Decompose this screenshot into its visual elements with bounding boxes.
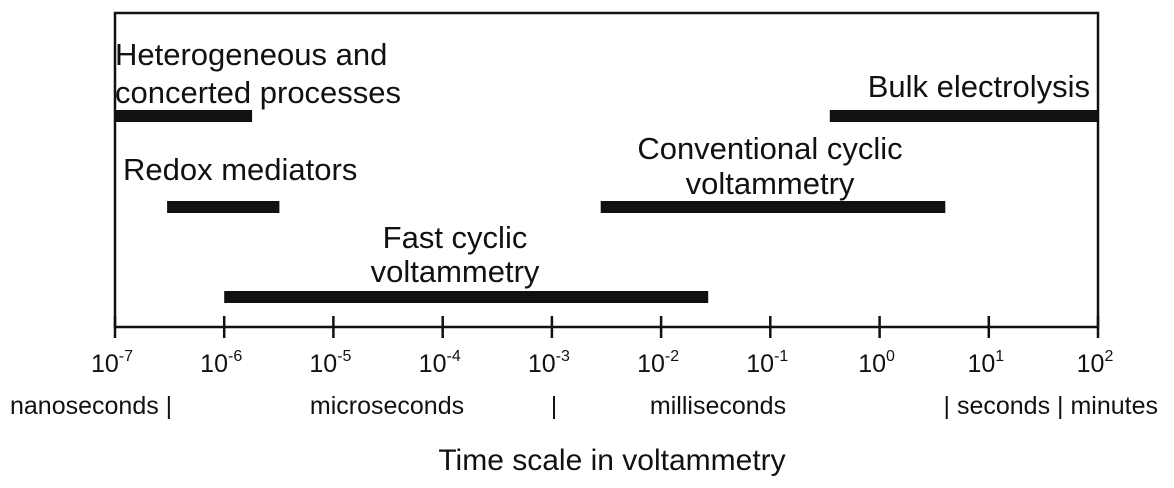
x-tick-label: 100 [858,348,895,378]
tick-exponent: 1 [995,348,1004,365]
tick-base: 10 [858,350,886,378]
bar-label: Heterogeneous and concerted processes [115,37,401,110]
bar-label-line: concerted processes [115,75,401,110]
time-unit-label: milliseconds [650,392,786,420]
tick-base: 10 [637,350,665,378]
tick-base: 10 [91,350,119,378]
time-unit-label: | [551,392,558,420]
range-bar [829,110,1098,122]
bar-labels-layer: Heterogeneous and concerted processes Bulk… [115,37,1090,289]
x-tick-label: 10-3 [528,348,570,378]
bar-label: Conventional cyclic voltammetry [637,131,902,201]
x-tick-labels-layer: 10-7 10-6 10-5 10-4 10-3 10-2 10-1 100 101 102 [91,348,1113,378]
range-bar [115,110,253,122]
bar-label-line: Bulk electrolysis [868,69,1090,104]
range-bar [600,201,946,213]
bar-label-line: voltammetry [686,166,855,201]
tick-exponent: -2 [665,348,679,365]
tick-exponent: -5 [337,348,351,365]
x-tick-label: 10-7 [91,348,133,378]
tick-exponent: 2 [1104,348,1113,365]
tick-base: 10 [967,350,995,378]
time-unit-label: | seconds | minutes [944,392,1158,420]
time-unit-label: microseconds [310,392,464,420]
plot-frame [113,11,1100,329]
x-tick-label: 10-5 [309,348,351,378]
tick-exponent: -3 [556,348,570,365]
x-axis-title: Time scale in voltammetry [438,444,785,477]
tick-exponent: -1 [774,348,788,365]
bar-label: Bulk electrolysis [868,69,1090,104]
time-unit-label: nanoseconds | [10,392,172,420]
bar-label-line: Heterogeneous and [115,37,387,72]
bar-label-line: Fast cyclic [383,220,528,255]
tick-exponent: -6 [228,348,242,365]
bar-label-line: Redox mediators [123,152,357,187]
tick-exponent: -4 [446,348,460,365]
x-tick-label: 10-6 [200,348,242,378]
tick-base: 10 [1077,350,1105,378]
bar-label-line: voltammetry [371,254,540,289]
bars-layer [115,110,1098,303]
range-bar [224,291,709,303]
tick-base: 10 [746,350,774,378]
bar-label-line: Conventional cyclic [637,131,902,166]
tick-base: 10 [309,350,337,378]
tick-base: 10 [528,350,556,378]
x-tick-label: 101 [967,348,1004,378]
x-tick-label: 10-1 [746,348,788,378]
x-tick-label: 10-2 [637,348,679,378]
x-ticks-layer [113,316,1100,338]
tick-base: 10 [200,350,228,378]
tick-exponent: -7 [119,348,133,365]
unit-labels-layer: nanoseconds | microseconds | milliseconds | … [10,392,1158,420]
range-bar [167,201,280,213]
x-tick-label: 10-4 [419,348,461,378]
tick-exponent: 0 [886,348,895,365]
tick-base: 10 [419,350,447,378]
x-tick-label: 102 [1077,348,1114,378]
bar-label: Fast cyclic voltammetry [371,220,540,289]
bar-label: Redox mediators [123,152,357,187]
